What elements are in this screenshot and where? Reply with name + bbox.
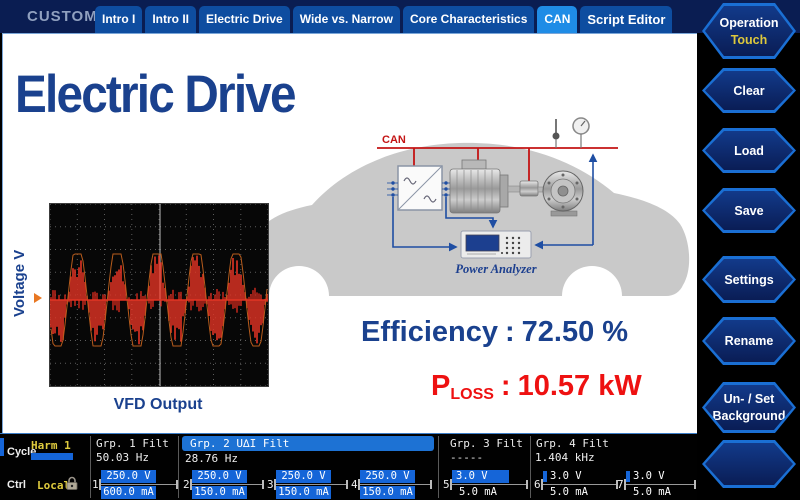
- trigger-marker-icon: [34, 293, 42, 303]
- cycle-progress-bar: [31, 453, 73, 460]
- vfd-waveform-scope: [49, 203, 269, 387]
- channel-1-current: 600.0 mA: [101, 486, 156, 499]
- tab-intro-2[interactable]: Intro II: [145, 6, 196, 33]
- group-1-header[interactable]: Grp. 1 Filt: [96, 437, 169, 450]
- channel-5-voltage: 3.0 V: [452, 470, 509, 483]
- power-analyzer-icon: [460, 230, 532, 259]
- thermometer-icon: [552, 119, 560, 148]
- page-title: Electric Drive: [15, 65, 297, 124]
- tab-electric-drive[interactable]: Electric Drive: [199, 6, 290, 33]
- group-1-frequency: 50.03 Hz: [96, 451, 149, 464]
- save-button[interactable]: Save: [702, 188, 796, 233]
- motor-icon: [449, 159, 509, 214]
- can-bus-label: CAN: [382, 134, 406, 146]
- channel-6-current: 5.0 mA: [550, 486, 588, 498]
- channel-2-voltage: 250.0 V: [192, 470, 247, 483]
- operation-touch-button[interactable]: Operation Touch: [702, 3, 796, 59]
- channel-5-current: 5.0 mA: [459, 486, 497, 498]
- ctrl-value: Local: [37, 479, 71, 492]
- tab-intro-1[interactable]: Intro I: [95, 6, 143, 33]
- settings-button[interactable]: Settings: [702, 256, 796, 303]
- custom-page-canvas: Electric Drive CAN: [2, 33, 698, 434]
- divider: [438, 436, 439, 498]
- tab-can[interactable]: CAN: [537, 6, 578, 33]
- tab-wide-vs-narrow[interactable]: Wide vs. Narrow: [292, 6, 400, 33]
- custom-badge: CUSTOM: [27, 8, 98, 25]
- power-analyzer-label: Power Analyzer: [455, 262, 536, 276]
- divider: [90, 436, 91, 498]
- rename-button[interactable]: Rename: [702, 317, 796, 365]
- group-2-header-selected[interactable]: Grp. 2 U∆I Filt: [182, 436, 434, 451]
- group-2-frequency: 28.76 Hz: [185, 452, 238, 465]
- efficiency-readout: Efficiency:72.50 %: [361, 316, 629, 348]
- gauge-icon: [572, 117, 590, 148]
- group-3-frequency: -----: [450, 451, 484, 464]
- cycle-value: Harm 1: [31, 439, 71, 452]
- channel-4-voltage: 250.0 V: [360, 470, 415, 483]
- waveform-trace: [49, 203, 269, 387]
- channel-3-current: 150.0 mA: [276, 486, 331, 499]
- channel-6-voltage: 3.0 V: [543, 470, 610, 483]
- channel-7-current: 5.0 mA: [633, 486, 671, 498]
- channel-7-voltage: 3.0 V: [626, 470, 693, 483]
- measurement-wires: [392, 153, 598, 252]
- clear-button[interactable]: Clear: [702, 68, 796, 113]
- divider: [530, 436, 531, 498]
- channel-2-current: 150.0 mA: [192, 486, 247, 499]
- group-3-header[interactable]: Grp. 3 Filt: [450, 437, 523, 450]
- tab-core-characteristics[interactable]: Core Characteristics: [402, 6, 535, 33]
- divider: [178, 436, 179, 498]
- load-machine-icon: [542, 170, 584, 217]
- channel-1-voltage: 250.0 V: [101, 470, 156, 483]
- top-bar: CUSTOM Intro I Intro II Electric Drive W…: [0, 0, 800, 33]
- unset-background-button[interactable]: Un- / Set Background: [702, 382, 796, 433]
- tab-strip: Intro I Intro II Electric Drive Wide vs.…: [95, 6, 673, 33]
- cycle-edge-indicator: [0, 438, 4, 456]
- tab-script-editor[interactable]: Script Editor: [580, 6, 673, 33]
- power-loss-readout: PLOSS:10.57 kW: [431, 370, 642, 403]
- inverter-symbol: [387, 165, 452, 211]
- ctrl-label: Ctrl: [7, 479, 26, 491]
- channel-4-current: 150.0 mA: [360, 486, 415, 499]
- cycle-label: Cycle: [7, 446, 37, 458]
- lock-icon: [66, 476, 78, 490]
- drivetrain-diagram: CAN: [249, 117, 690, 296]
- scope-caption: VFD Output: [113, 396, 203, 413]
- status-bar: Cycle Harm 1 Ctrl Local Grp. 1 Filt 50.0…: [0, 433, 697, 500]
- load-button[interactable]: Load: [702, 128, 796, 173]
- empty-button[interactable]: [702, 440, 796, 488]
- channel-3-voltage: 250.0 V: [276, 470, 331, 483]
- can-bus-line: [377, 147, 618, 183]
- group-4-frequency: 1.404 kHz: [535, 451, 595, 464]
- group-4-header[interactable]: Grp. 4 Filt: [536, 437, 609, 450]
- scope-y-axis-label: Voltage V: [11, 249, 28, 317]
